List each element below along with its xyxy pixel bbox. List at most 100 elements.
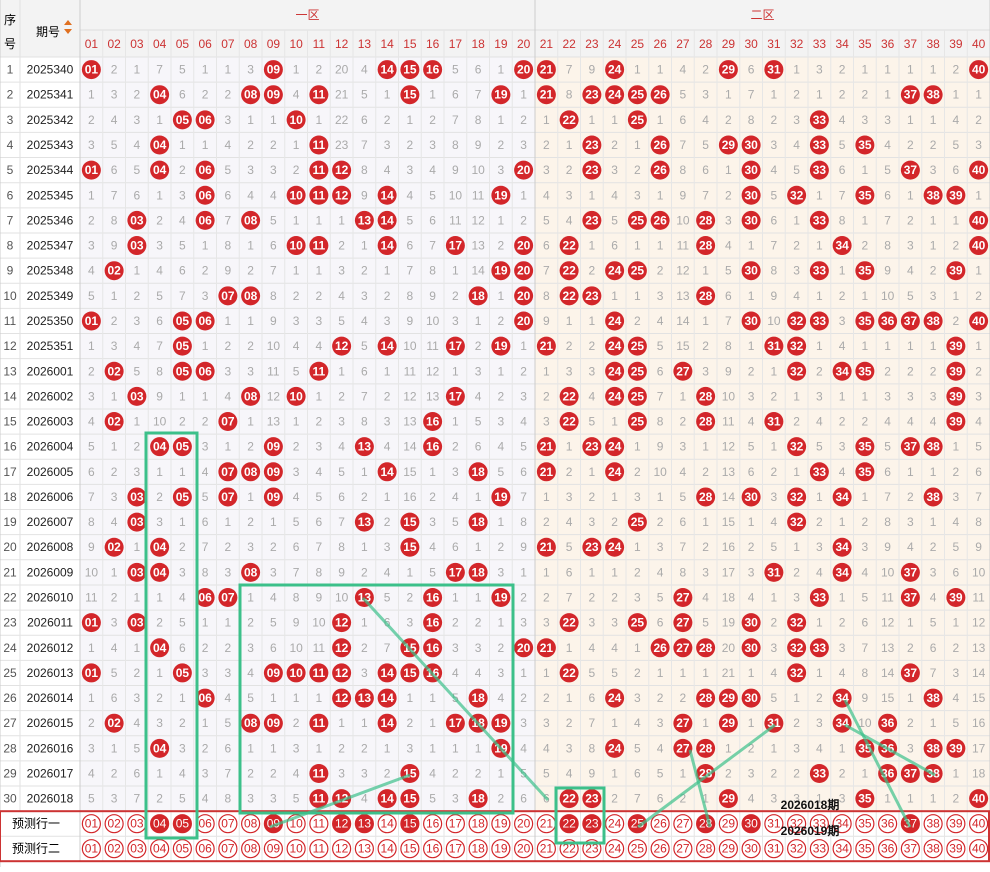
miss-count: 1 xyxy=(634,641,641,655)
miss-count: 6 xyxy=(680,113,687,127)
miss-count: 4 xyxy=(930,591,937,605)
ball-number: 37 xyxy=(904,766,918,780)
prediction-ball xyxy=(673,839,693,859)
miss-count: 11 xyxy=(881,591,894,605)
miss-count: 1 xyxy=(725,741,732,755)
miss-count: 1 xyxy=(543,565,550,579)
ball xyxy=(536,437,556,457)
ball-number: 33 xyxy=(813,766,827,780)
ball-number: 33 xyxy=(813,591,827,605)
ball xyxy=(81,613,101,633)
miss-count: 3 xyxy=(634,188,641,202)
issue: 2026014 xyxy=(27,691,74,705)
ball xyxy=(855,437,875,457)
ball-number: 08 xyxy=(244,213,258,227)
miss-count: 1 xyxy=(816,339,823,353)
miss-count: 1 xyxy=(816,792,823,806)
miss-count: 17 xyxy=(722,565,736,579)
ball-number: 06 xyxy=(198,314,212,328)
ball-number: 13 xyxy=(358,691,372,705)
ball xyxy=(696,763,716,783)
ball xyxy=(491,336,511,356)
miss-count: 7 xyxy=(884,213,891,227)
ball xyxy=(741,487,761,507)
miss-count: 1 xyxy=(816,289,823,303)
miss-count: 2 xyxy=(134,289,141,303)
miss-count: 4 xyxy=(247,666,254,680)
miss-count: 2 xyxy=(293,716,300,730)
miss-count: 3 xyxy=(793,792,800,806)
miss-count: 5 xyxy=(589,415,596,429)
miss-count: 8 xyxy=(111,213,118,227)
miss-count: 2 xyxy=(702,63,709,77)
column-number: 15 xyxy=(403,37,417,51)
miss-count: 6 xyxy=(589,691,596,705)
ball-number: 24 xyxy=(608,63,622,77)
miss-count: 13 xyxy=(972,641,986,655)
prediction-ball xyxy=(605,814,625,834)
prediction-ball xyxy=(627,839,647,859)
miss-count: 2 xyxy=(816,364,823,378)
ball-number: 11 xyxy=(313,239,326,253)
trend-line xyxy=(269,773,411,829)
ball-number: 14 xyxy=(380,188,394,202)
miss-count: 3 xyxy=(657,289,664,303)
miss-count: 2 xyxy=(156,691,163,705)
miss-count: 1 xyxy=(589,465,596,479)
ball xyxy=(559,789,579,809)
miss-count: 2 xyxy=(930,264,937,278)
ball xyxy=(627,613,647,633)
ball-number: 03 xyxy=(130,389,144,403)
miss-count: 13 xyxy=(426,389,440,403)
miss-count: 3 xyxy=(111,339,118,353)
miss-count: 7 xyxy=(884,490,891,504)
ball-number: 04 xyxy=(153,741,167,755)
ball-number: 22 xyxy=(562,113,576,127)
column-number: 01 xyxy=(85,37,99,51)
column-number: 37 xyxy=(904,37,918,51)
ball xyxy=(582,789,602,809)
row-number: 4 xyxy=(7,138,14,152)
ball xyxy=(127,386,147,406)
miss-count: 8 xyxy=(680,565,687,579)
ball xyxy=(400,537,420,557)
ball-number: 23 xyxy=(585,88,599,102)
zone-label: 一区 xyxy=(295,8,319,22)
ball-number: 33 xyxy=(813,465,827,479)
miss-count: 2 xyxy=(202,264,209,278)
miss-count: 2 xyxy=(452,766,459,780)
ball-number: 28 xyxy=(699,239,713,253)
miss-count: 1 xyxy=(179,515,186,529)
miss-count: 5 xyxy=(225,163,232,177)
miss-count: 2 xyxy=(316,415,323,429)
miss-count: 4 xyxy=(839,465,846,479)
ball-number: 01 xyxy=(85,63,99,77)
ball xyxy=(855,738,875,758)
issue: 2025344 xyxy=(27,163,74,177)
ball-number: 32 xyxy=(790,364,804,378)
miss-count: 1 xyxy=(953,88,960,102)
prediction-number: 23 xyxy=(585,817,599,831)
miss-count: 2 xyxy=(520,691,527,705)
miss-count: 1 xyxy=(111,565,118,579)
miss-count: 17 xyxy=(972,741,986,755)
ball-number: 21 xyxy=(540,465,554,479)
index-label: 号 xyxy=(4,37,16,51)
ball xyxy=(673,361,693,381)
miss-count: 3 xyxy=(634,591,641,605)
miss-count: 22 xyxy=(335,113,349,127)
miss-count: 2 xyxy=(88,213,95,227)
ball-number: 10 xyxy=(289,113,303,127)
miss-count: 5 xyxy=(589,666,596,680)
miss-count: 4 xyxy=(771,163,778,177)
ball-number: 37 xyxy=(904,666,918,680)
prediction-number: 19 xyxy=(494,842,508,856)
miss-count: 4 xyxy=(384,565,391,579)
miss-count: 5 xyxy=(498,465,505,479)
ball-number: 25 xyxy=(631,616,645,630)
miss-count: 3 xyxy=(156,239,163,253)
miss-count: 2 xyxy=(771,113,778,127)
row-number: 8 xyxy=(7,239,14,253)
prediction-number: 29 xyxy=(722,817,736,831)
prediction-ball xyxy=(104,814,124,834)
